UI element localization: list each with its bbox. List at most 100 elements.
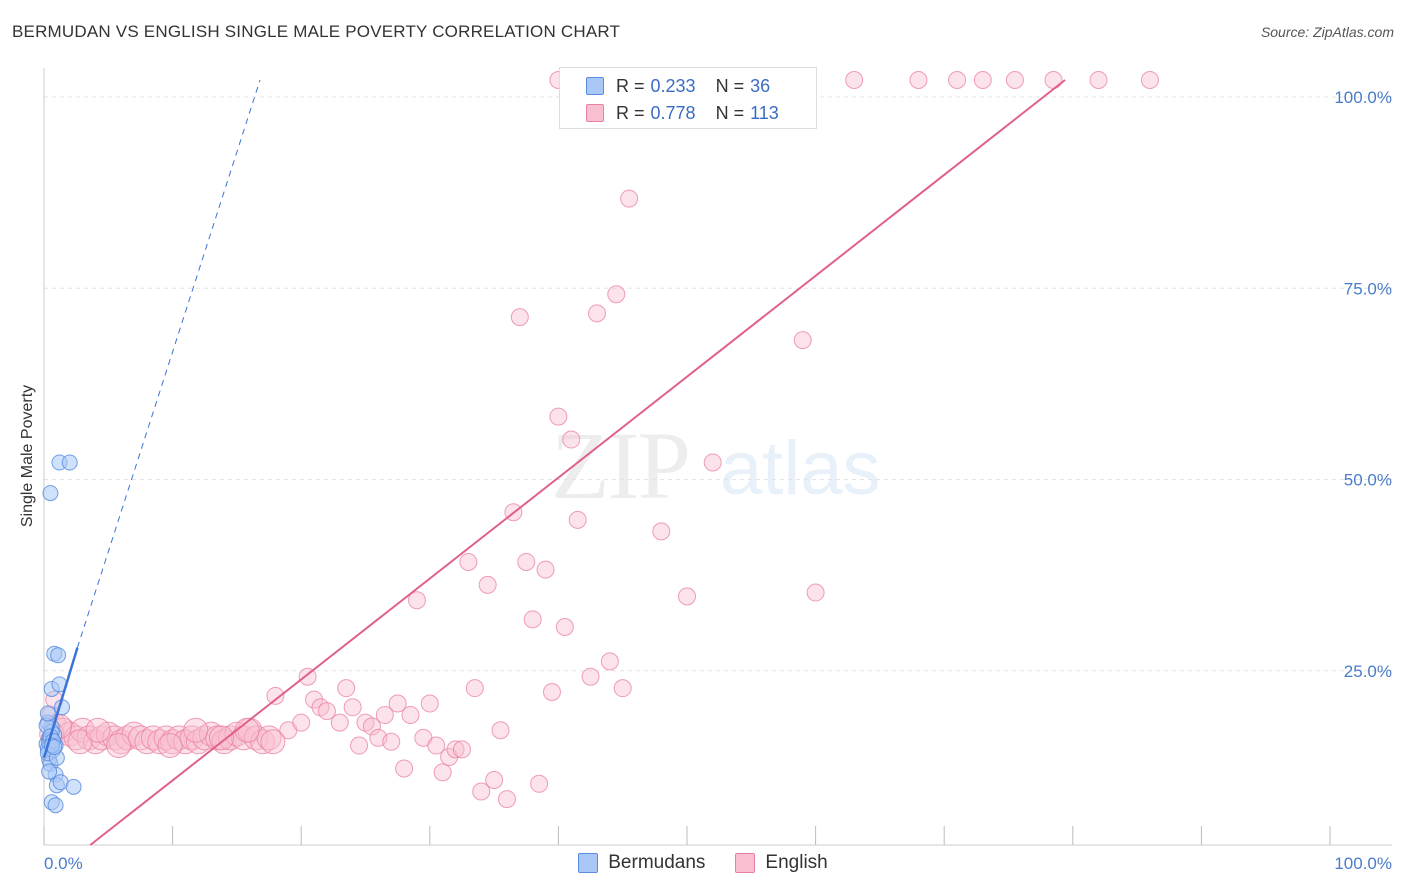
english-point xyxy=(298,667,317,686)
watermark-atlas: atlas xyxy=(720,426,881,511)
english-point xyxy=(555,617,574,636)
english-point xyxy=(909,71,928,89)
english-point xyxy=(147,729,173,755)
grid-layer xyxy=(44,96,1392,672)
english-point xyxy=(375,705,394,724)
english-point xyxy=(948,71,967,89)
x-tick-label: 0.0% xyxy=(44,854,83,873)
x-tick-label: 100.0% xyxy=(1334,854,1392,873)
english-point xyxy=(140,725,166,751)
english-trend-line xyxy=(89,79,1066,846)
english-point xyxy=(1044,71,1063,89)
english-point xyxy=(260,729,286,755)
bermudan-trend-extension xyxy=(76,79,261,648)
english-point xyxy=(407,591,426,610)
english-point xyxy=(362,717,381,736)
bermudan-point xyxy=(50,647,67,664)
english-point xyxy=(401,705,420,724)
english-point xyxy=(102,725,128,751)
english-points xyxy=(39,71,1159,809)
english-point xyxy=(1005,71,1024,89)
english-point xyxy=(350,736,369,755)
english-point xyxy=(536,560,555,579)
english-point xyxy=(106,733,132,759)
english-point xyxy=(108,729,134,755)
tick-layer: 25.0% 50.0% 75.0% 100.0% 0.0% 100.0% xyxy=(44,88,1392,873)
english-point xyxy=(465,679,484,698)
legend-n-label: N = xyxy=(715,102,745,123)
english-point xyxy=(266,686,285,705)
legend-n-label: N = xyxy=(715,75,745,96)
english-point xyxy=(208,725,234,751)
english-point xyxy=(600,652,619,671)
english-point xyxy=(452,740,471,759)
legend-row-bermudans: R = 0.233 N = 36 xyxy=(560,73,770,99)
bermudans-swatch xyxy=(578,853,599,873)
english-point xyxy=(678,587,696,606)
legend-r-value: 0.233 xyxy=(650,75,696,96)
bermudan-point xyxy=(61,454,78,471)
english-point xyxy=(587,304,606,323)
english-point xyxy=(89,725,115,751)
english-point xyxy=(160,729,186,755)
legend-row-english: R = 0.778 N = 113 xyxy=(560,100,779,126)
english-swatch xyxy=(735,853,756,873)
y-tick-label: 75.0% xyxy=(1344,279,1392,298)
legend-label-english: English xyxy=(765,852,828,873)
english-point xyxy=(427,736,446,755)
legend-item-bermudans[interactable]: Bermudans xyxy=(578,852,705,874)
english-point xyxy=(478,575,497,594)
legend-r-label: R = xyxy=(616,102,645,123)
legend-item-english[interactable]: English xyxy=(735,852,828,874)
english-point xyxy=(420,694,439,713)
english-point xyxy=(581,667,600,686)
english-point xyxy=(317,702,336,721)
english-point xyxy=(562,430,581,449)
english-point xyxy=(620,189,639,208)
english-point xyxy=(305,690,324,709)
english-point xyxy=(446,740,465,759)
legend-n-value: 113 xyxy=(750,102,779,123)
y-tick-label: 25.0% xyxy=(1344,662,1392,681)
english-point xyxy=(217,725,243,751)
english-point xyxy=(292,713,311,732)
y-tick-label: 50.0% xyxy=(1344,471,1392,490)
english-point xyxy=(806,583,825,602)
english-point xyxy=(703,453,722,472)
english-point xyxy=(973,71,992,89)
english-point xyxy=(388,694,407,713)
bermudan-point xyxy=(47,797,64,814)
source-label: Source: ZipAtlas.com xyxy=(1260,24,1394,40)
english-point xyxy=(472,782,491,801)
series-legend: Bermudans English xyxy=(0,852,1406,874)
english-point xyxy=(845,71,864,89)
english-point xyxy=(542,683,561,701)
english-point xyxy=(67,729,93,755)
english-point xyxy=(459,552,478,571)
english-point xyxy=(85,717,111,743)
legend-n-value: 36 xyxy=(750,75,771,96)
english-point xyxy=(517,552,536,571)
bermudan-points xyxy=(38,454,82,814)
english-point xyxy=(343,698,362,717)
english-point xyxy=(485,770,504,789)
legend-label-bermudans: Bermudans xyxy=(608,852,706,873)
bermudan-point xyxy=(65,778,82,795)
english-point xyxy=(613,679,632,698)
legend-r-label: R = xyxy=(616,75,645,96)
trend-layer xyxy=(42,79,1066,846)
y-tick-label: 100.0% xyxy=(1334,88,1392,107)
english-point xyxy=(510,308,529,327)
english-point xyxy=(1089,71,1108,89)
english-swatch xyxy=(586,104,604,122)
english-point xyxy=(497,790,516,809)
bermudan-point xyxy=(42,485,59,502)
english-point xyxy=(793,331,812,350)
english-point xyxy=(433,763,452,782)
english-point xyxy=(568,510,587,529)
legend-r-value: 0.778 xyxy=(650,102,696,123)
english-point xyxy=(523,610,542,629)
english-point xyxy=(198,721,224,747)
english-point xyxy=(652,522,671,541)
